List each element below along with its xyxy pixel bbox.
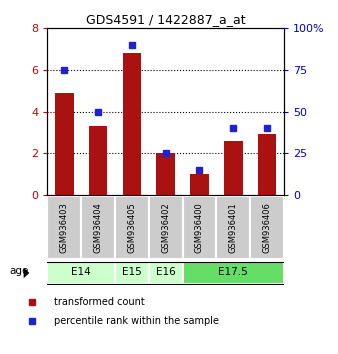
FancyBboxPatch shape bbox=[115, 196, 149, 259]
FancyBboxPatch shape bbox=[216, 196, 250, 259]
Title: GDS4591 / 1422887_a_at: GDS4591 / 1422887_a_at bbox=[86, 13, 245, 26]
Text: GSM936403: GSM936403 bbox=[60, 202, 69, 253]
Bar bbox=[224, 141, 243, 195]
FancyBboxPatch shape bbox=[115, 262, 149, 284]
Text: E15: E15 bbox=[122, 268, 142, 278]
Text: GSM936400: GSM936400 bbox=[195, 202, 204, 253]
FancyBboxPatch shape bbox=[149, 262, 183, 284]
Text: E16: E16 bbox=[156, 268, 175, 278]
Text: GSM936406: GSM936406 bbox=[263, 202, 271, 253]
Text: transformed count: transformed count bbox=[54, 297, 145, 307]
FancyBboxPatch shape bbox=[250, 196, 284, 259]
Bar bbox=[156, 153, 175, 195]
Text: age: age bbox=[9, 266, 29, 276]
FancyBboxPatch shape bbox=[149, 196, 183, 259]
Text: E14: E14 bbox=[71, 268, 91, 278]
Text: GSM936401: GSM936401 bbox=[229, 202, 238, 253]
Text: GSM936405: GSM936405 bbox=[127, 202, 136, 253]
Polygon shape bbox=[24, 268, 29, 278]
FancyBboxPatch shape bbox=[47, 262, 115, 284]
Text: E17.5: E17.5 bbox=[218, 268, 248, 278]
FancyBboxPatch shape bbox=[81, 196, 115, 259]
Bar bbox=[258, 135, 276, 195]
FancyBboxPatch shape bbox=[47, 196, 81, 259]
Bar bbox=[55, 93, 74, 195]
Text: percentile rank within the sample: percentile rank within the sample bbox=[54, 316, 219, 326]
Bar bbox=[190, 174, 209, 195]
Text: GSM936402: GSM936402 bbox=[161, 202, 170, 253]
Bar bbox=[89, 126, 107, 195]
FancyBboxPatch shape bbox=[183, 262, 284, 284]
Text: GSM936404: GSM936404 bbox=[94, 202, 102, 253]
Bar bbox=[123, 53, 141, 195]
FancyBboxPatch shape bbox=[183, 196, 216, 259]
